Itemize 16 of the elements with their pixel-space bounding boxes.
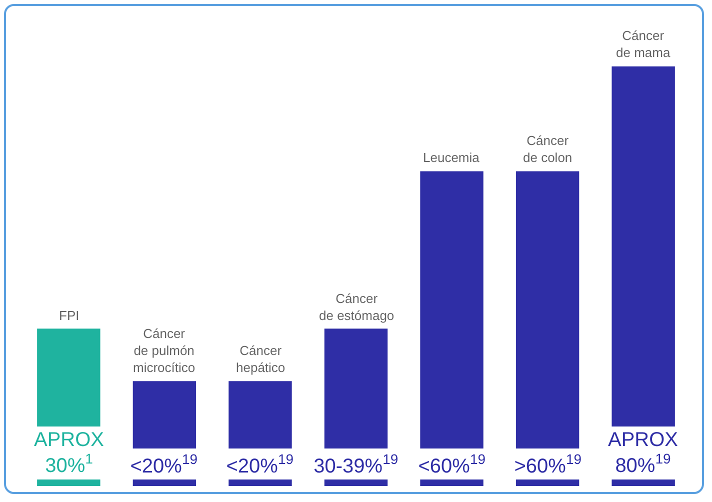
data-label: 30-39%$^{19}$ xyxy=(314,451,398,478)
x-tick-label: Cáncer hepático xyxy=(236,343,286,375)
data-label: <20%$^{19}$ xyxy=(226,451,294,478)
x-tick-label: Cáncer de estómago xyxy=(319,291,394,323)
x-tick-label: Cáncer de colon xyxy=(523,133,572,165)
data-label: APROX 80%$^{19}$ xyxy=(608,429,678,477)
bar xyxy=(516,171,580,486)
data-label: <20%$^{19}$ xyxy=(130,451,198,478)
x-tick-label: FPI xyxy=(59,308,80,323)
x-tick-label: Leucemia xyxy=(423,150,480,165)
data-label: >60%$^{19}$ xyxy=(514,451,582,478)
x-tick-label: Cáncer de pulmón microcítico xyxy=(133,326,196,375)
data-label: <60%$^{19}$ xyxy=(418,451,486,478)
data-label: APROX 30%$^{1}$ xyxy=(34,429,104,477)
x-tick-label: Cáncer de mama xyxy=(616,28,671,60)
bar xyxy=(420,171,484,486)
